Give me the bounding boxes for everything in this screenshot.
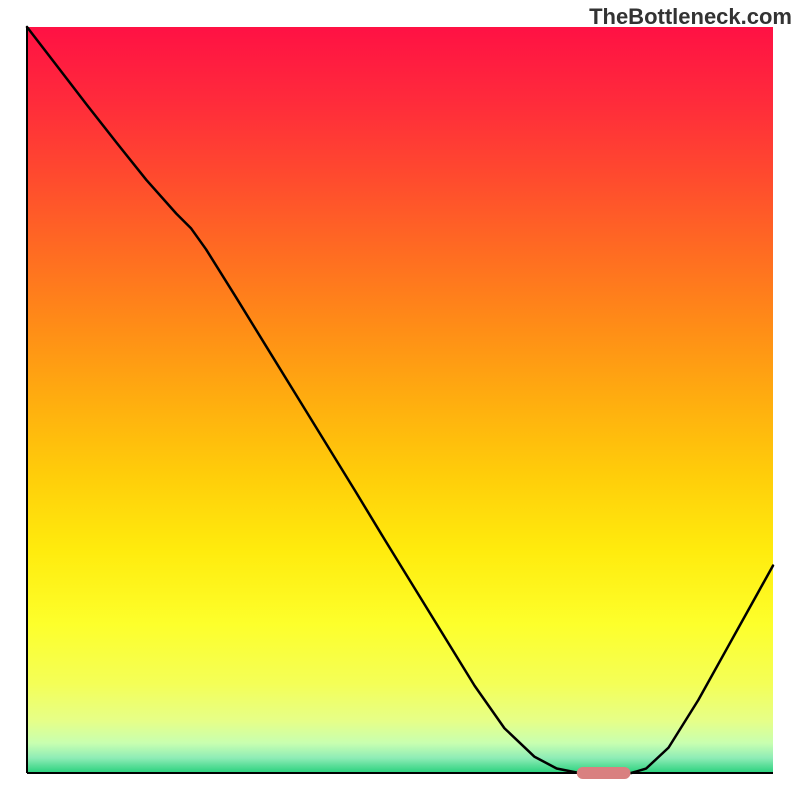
- chart-svg: [0, 0, 800, 800]
- watermark-text: TheBottleneck.com: [589, 4, 792, 30]
- plot-background: [27, 27, 773, 773]
- optimum-marker: [577, 767, 631, 779]
- bottleneck-chart: TheBottleneck.com: [0, 0, 800, 800]
